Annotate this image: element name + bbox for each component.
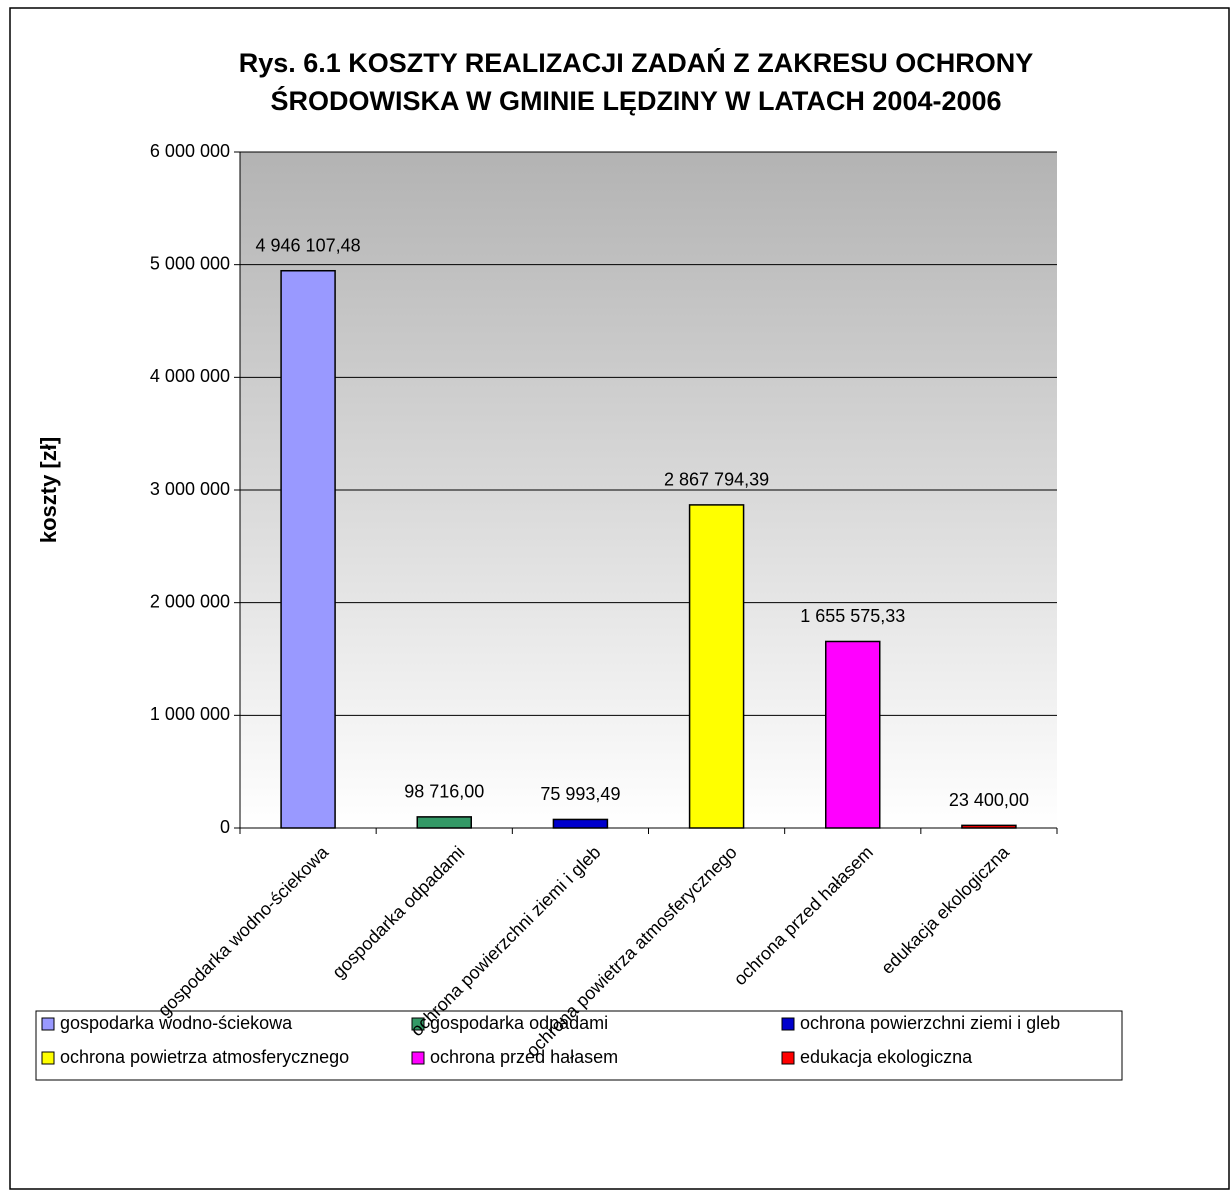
legend-swatch <box>781 1051 795 1065</box>
legend-swatch <box>411 1051 425 1065</box>
bar <box>416 816 472 829</box>
bar <box>688 504 745 829</box>
legend-label: edukacja ekologiczna <box>800 1047 973 1067</box>
legend-swatch <box>781 1017 795 1031</box>
legend-label: ochrona powietrza atmosferycznego <box>60 1047 349 1067</box>
bar <box>552 818 609 829</box>
legend-label: ochrona przed hałasem <box>430 1047 618 1067</box>
data-label: 75 993,49 <box>540 784 620 804</box>
y-tick-label: 4 000 000 <box>150 366 230 386</box>
bar <box>825 640 881 829</box>
data-label: 4 946 107,48 <box>256 235 361 255</box>
y-axis-label: koszty [zł] <box>36 437 61 543</box>
y-tick-label: 6 000 000 <box>150 141 230 161</box>
data-label: 98 716,00 <box>404 782 484 802</box>
y-tick-label: 0 <box>220 817 230 837</box>
bar <box>961 824 1017 829</box>
legend <box>35 1010 1123 1081</box>
legend-swatch <box>411 1017 425 1031</box>
legend-label: gospodarka wodno-ściekowa <box>60 1013 293 1033</box>
y-tick-label: 1 000 000 <box>150 704 230 724</box>
data-label: 1 655 575,33 <box>800 606 905 626</box>
y-tick-label: 2 000 000 <box>150 591 230 611</box>
y-tick-label: 5 000 000 <box>150 253 230 273</box>
bar <box>280 269 336 829</box>
legend-swatch <box>41 1051 55 1065</box>
legend-label: gospodarka odpadami <box>430 1013 608 1033</box>
legend-swatch <box>41 1017 55 1031</box>
chart-title: Rys. 6.1 KOSZTY REALIZACJI ZADAŃ Z ZAKRE… <box>239 47 1034 78</box>
y-tick-label: 3 000 000 <box>150 479 230 499</box>
data-label: 2 867 794,39 <box>664 470 769 490</box>
chart-title: ŚRODOWISKA W GMINIE LĘDZINY W LATACH 200… <box>270 85 1001 116</box>
data-label: 23 400,00 <box>949 790 1029 810</box>
legend-label: ochrona powierzchni ziemi i gleb <box>800 1013 1060 1033</box>
